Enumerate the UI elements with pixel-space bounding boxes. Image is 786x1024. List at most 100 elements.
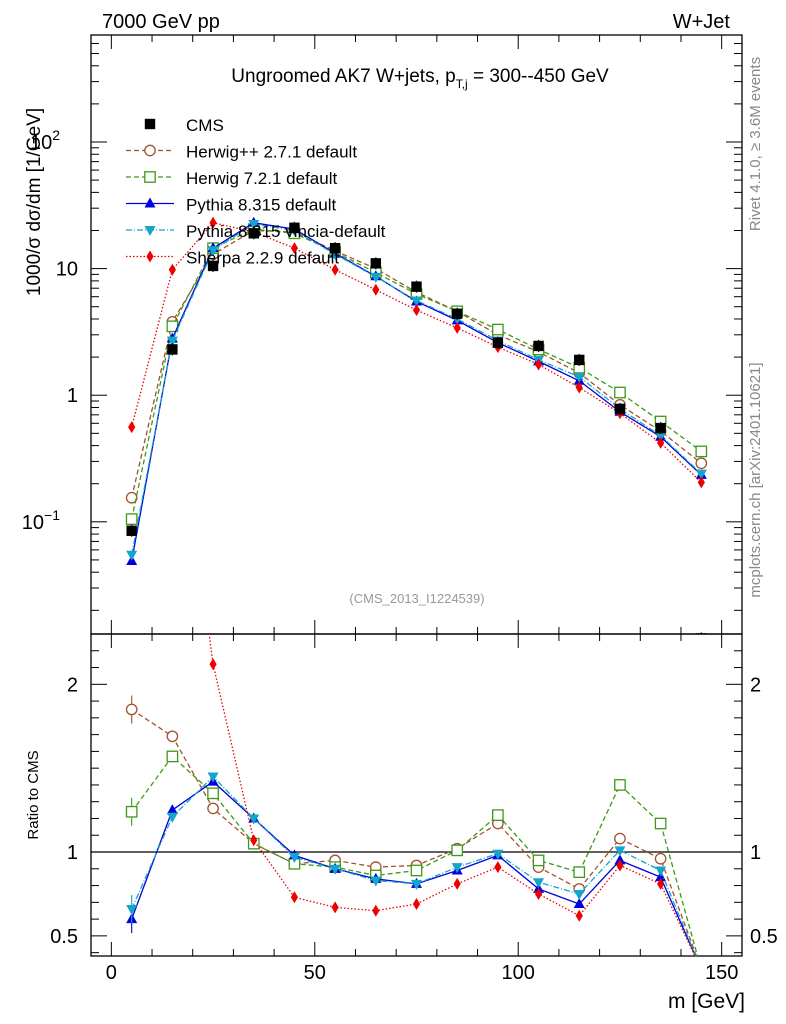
ratio-y-tick-label-right: 0.5 [750, 926, 778, 948]
ratio-point-sherpa [372, 904, 380, 917]
ratio-point-herwig7 [125, 805, 138, 818]
legend-label-herwigpp: Herwig++ 2.7.1 default [186, 143, 357, 162]
cms-point [533, 340, 544, 352]
series-point-sherpa [657, 436, 665, 449]
series-point-sherpa [534, 358, 543, 371]
cms-point [289, 222, 300, 234]
series-point-vincia [370, 272, 382, 283]
cms-point [492, 337, 504, 348]
series-point-vincia [207, 246, 219, 257]
chart-title-subscript: T,j [456, 77, 468, 91]
series-point-sherpa [453, 321, 461, 334]
ratio-point-herwig7 [410, 864, 423, 877]
series-point-sherpa [412, 304, 421, 317]
ratio-point-sherpa [412, 898, 421, 911]
series-point-sherpa [290, 242, 299, 255]
ratio-y-tick-label-right: 1 [750, 842, 761, 864]
ratio-line-herwig7 [131, 755, 699, 956]
series-point-sherpa [128, 421, 136, 434]
cms-point [370, 258, 382, 269]
ratio-point-herwig7 [532, 854, 545, 867]
series-point-herwig7 [695, 445, 708, 458]
series-point-sherpa [209, 216, 217, 229]
y-tick-label: 102 [30, 127, 60, 154]
mcplots-label: mcplots.cern.ch [arXiv:2401.10621] [747, 362, 764, 597]
chart-title-main: Ungroomed AK7 W+jets, p [231, 66, 455, 87]
series-point-herwigpp [695, 457, 708, 470]
cms-point [329, 242, 341, 254]
series-point-sherpa [575, 381, 583, 394]
ratio-y-tick-label: 1 [67, 842, 78, 864]
series-point-vincia [411, 296, 422, 307]
ratio-point-herwigpp [125, 703, 138, 716]
x-axis-label: m [GeV] [668, 990, 745, 1013]
ratio-frame [90, 633, 743, 957]
legend-label-cms: CMS [186, 116, 224, 135]
series-point-vincia [695, 469, 707, 480]
ratio-point-sherpa [575, 909, 583, 922]
ratio-point-herwig7 [166, 750, 179, 763]
ratio-point-vincia [370, 876, 382, 887]
series-point-vincia [655, 431, 667, 442]
cms-point [411, 281, 422, 292]
chart-title: Ungroomed AK7 W+jets, pT,j = 300--450 Ge… [231, 66, 609, 91]
cms-point [167, 344, 178, 355]
ratio-point-sherpa [331, 901, 339, 914]
ratio-point-sherpa [534, 887, 543, 900]
main-panel: 10−1 1 10 102 [22, 34, 743, 635]
rivet-label: Rivet 4.1.0, ≥ 3.6M events [747, 57, 764, 231]
series-point-herwig7 [614, 386, 626, 399]
ratio-point-herwig7 [492, 809, 504, 821]
ratio-point-pythia [573, 898, 585, 909]
series-line-sherpa [131, 222, 702, 483]
legend-label-herwig7: Herwig 7.2.1 default [186, 169, 337, 188]
ratio-line-sherpa [208, 634, 696, 956]
legend-label-pythia: Pythia 8.315 default [186, 196, 337, 215]
series-point-vincia [573, 372, 585, 383]
cms-point [248, 228, 259, 239]
ratio-point-herwig7 [207, 787, 219, 800]
header-right-label: W+Jet [673, 11, 731, 33]
legend-item-cms: CMS [144, 116, 224, 135]
series-point-sherpa [372, 283, 380, 296]
ratio-point-vincia [533, 878, 545, 889]
y-axis-label-main: 1000/σ dσ/dm [1/GeV] [24, 108, 45, 296]
ratio-point-vincia [248, 814, 260, 825]
legend-marker-vincia [144, 226, 156, 236]
ratio-point-vincia [329, 864, 341, 875]
ratio-point-herwigpp [614, 832, 626, 845]
ratio-point-vincia [451, 863, 463, 874]
ratio-point-vincia [126, 905, 138, 916]
cms-point [451, 308, 463, 319]
ratio-y-tick-label: 2 [67, 674, 78, 696]
ratio-point-herwigpp [207, 802, 219, 815]
x-tick-label: 0 [106, 962, 117, 984]
ratio-point-vincia [573, 889, 585, 900]
legend-label-vincia: Pythia 8.315 vincia-default [186, 222, 386, 241]
legend-item-sherpa: Sherpa 2.2.9 default [126, 249, 339, 268]
legend-item-herwigpp: Herwig++ 2.7.1 default [126, 143, 357, 162]
legend-marker-herwigpp [144, 144, 156, 157]
main-series-group [125, 216, 708, 634]
series-point-vincia [248, 220, 260, 231]
y-tick-label: 1 [67, 385, 78, 407]
ratio-point-sherpa [657, 877, 665, 890]
series-point-vincia [126, 550, 138, 561]
cms-point [614, 403, 626, 415]
ratio-point-vincia [614, 846, 626, 857]
legend-marker-sherpa [146, 250, 154, 263]
legend-marker-cms [144, 118, 156, 130]
ratio-y-tick-label-right: 2 [750, 674, 761, 696]
legend-marker-herwig7 [144, 171, 156, 183]
ratio-panel: 0 50 100 150 0.5 0.5 1 1 2 2 [50, 633, 778, 984]
ratio-point-vincia [207, 772, 219, 783]
series-point-herwigpp [125, 491, 138, 504]
ratio-point-sherpa [616, 859, 624, 872]
ratio-point-sherpa [209, 658, 217, 671]
series-point-sherpa [697, 476, 705, 489]
x-tick-label: 50 [304, 962, 326, 984]
series-point-sherpa [331, 263, 339, 276]
analysis-watermark: (CMS_2013_I1224539) [349, 591, 484, 606]
y-tick-label: 10−1 [22, 507, 60, 534]
